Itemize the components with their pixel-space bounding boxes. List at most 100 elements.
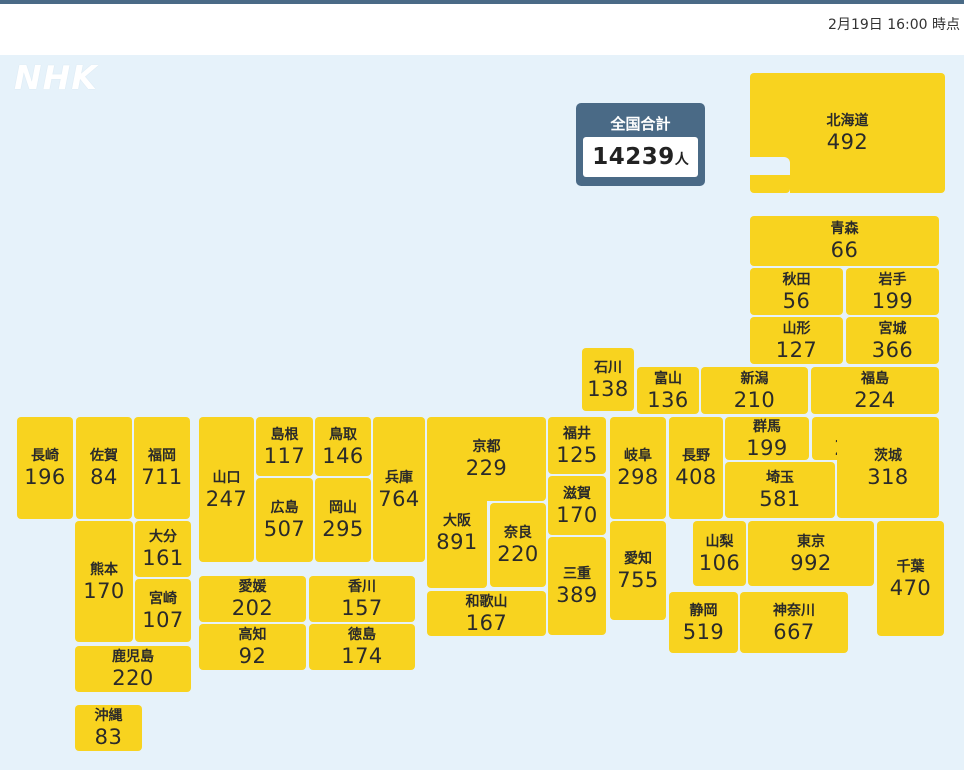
prefecture-value: 199: [746, 435, 788, 460]
prefecture-tile[interactable]: 石川 138: [582, 348, 634, 411]
prefecture-value: 92: [238, 644, 267, 668]
total-unit: 人: [674, 152, 689, 168]
nhk-logo: NHK: [14, 58, 98, 97]
prefecture-tile[interactable]: 山口 247: [199, 417, 254, 562]
prefecture-tile[interactable]: 佐賀 84: [76, 417, 132, 519]
prefecture-tile[interactable]: 福島 224: [811, 367, 939, 414]
prefecture-name: 福島: [861, 370, 889, 387]
prefecture-value: 210: [733, 387, 776, 412]
prefecture-tile[interactable]: 長野 408: [669, 417, 723, 519]
prefecture-tile[interactable]: 愛媛 202: [199, 576, 306, 622]
prefecture-value: 125: [556, 442, 598, 467]
prefecture-name: 山口: [212, 469, 241, 486]
prefecture-tile[interactable]: 奈良 220: [490, 503, 546, 587]
prefecture-tile[interactable]: 広島 507: [256, 478, 313, 562]
prefecture-tile[interactable]: 山形 127: [750, 317, 843, 364]
prefecture-name: 東京: [797, 533, 825, 550]
prefecture-tile[interactable]: 静岡 519: [669, 592, 738, 653]
prefecture-tile[interactable]: 青森 66: [750, 216, 939, 266]
prefecture-tile[interactable]: 鹿児島 220: [75, 646, 191, 692]
prefecture-value: 667: [773, 619, 815, 644]
prefecture-value: 174: [341, 644, 383, 668]
prefecture-tile[interactable]: 千葉 470: [877, 521, 944, 636]
prefecture-name: 岩手: [878, 271, 907, 288]
prefecture-value: 581: [759, 487, 801, 511]
prefecture-name: 福井: [563, 425, 591, 442]
prefecture-tile[interactable]: 大分 161: [135, 521, 191, 577]
prefecture-tile[interactable]: 徳島 174: [309, 624, 415, 670]
prefecture-value: 764: [378, 486, 420, 511]
prefecture-tile[interactable]: 長崎 196: [17, 417, 73, 519]
prefecture-name: 宮城: [878, 320, 907, 337]
prefecture-value: 117: [263, 443, 306, 468]
prefecture-name: 佐賀: [90, 448, 118, 464]
prefecture-tile[interactable]: 愛知 755: [610, 521, 666, 620]
prefecture-value: 247: [205, 486, 248, 511]
prefecture-tile[interactable]: 熊本 170: [75, 521, 133, 642]
prefecture-value: 755: [617, 567, 659, 592]
prefecture-tile[interactable]: 福井 125: [548, 417, 606, 474]
prefecture-tile[interactable]: 香川 157: [309, 576, 415, 622]
prefecture-tile[interactable]: 高知 92: [199, 624, 306, 670]
prefecture-tile[interactable]: 茨城 318: [837, 417, 939, 518]
timestamp: 2月19日 16:00 時点: [828, 17, 960, 33]
prefecture-name: 富山: [654, 370, 682, 387]
prefecture-tile[interactable]: 群馬 199: [725, 417, 809, 460]
prefecture-value: 170: [556, 502, 598, 527]
prefecture-tile[interactable]: 岐阜 298: [610, 417, 666, 519]
prefecture-tile[interactable]: 沖縄 83: [75, 705, 142, 751]
prefecture-tile[interactable]: 福岡 711: [134, 417, 190, 519]
prefecture-tile[interactable]: 秋田 56: [750, 268, 843, 315]
prefecture-value: 138: [587, 376, 629, 401]
top-accent-bar: [0, 0, 964, 4]
prefecture-value: 170: [83, 578, 125, 603]
prefecture-tile[interactable]: 大阪 891: [427, 477, 487, 588]
prefecture-name: 長崎: [31, 448, 59, 464]
prefecture-value: 470: [889, 575, 932, 600]
prefecture-name: 北海道: [826, 113, 869, 129]
prefecture-tile[interactable]: 富山 136: [637, 367, 699, 414]
prefecture-name: 静岡: [689, 602, 718, 619]
prefecture-name: 大阪: [443, 512, 471, 529]
prefecture-tile[interactable]: 東京 992: [748, 521, 874, 586]
prefecture-value: 298: [617, 465, 659, 489]
prefecture-name: 愛知: [624, 550, 652, 567]
prefecture-name: 岡山: [329, 500, 357, 516]
prefecture-value: 229: [465, 456, 508, 480]
prefecture-name: 奈良: [504, 525, 532, 541]
prefecture-tile[interactable]: 岡山 295: [315, 478, 371, 562]
prefecture-tile[interactable]: 滋賀 170: [548, 476, 606, 535]
prefecture-name: 徳島: [348, 627, 376, 643]
prefecture-name: 山梨: [705, 533, 734, 550]
prefecture-tile[interactable]: 三重 389: [548, 537, 606, 635]
prefecture-name: 滋賀: [563, 485, 591, 502]
prefecture-name: 青森: [830, 221, 859, 237]
prefecture-tile[interactable]: 和歌山 167: [427, 591, 546, 636]
prefecture-tile[interactable]: 神奈川 667: [740, 592, 848, 653]
prefecture-tile[interactable]: 鳥取 146: [315, 417, 371, 476]
prefecture-value: 167: [465, 610, 508, 635]
prefecture-name: 新潟: [740, 370, 769, 387]
prefecture-tile[interactable]: 島根 117: [256, 417, 313, 476]
prefecture-tile[interactable]: 兵庫 764: [373, 417, 425, 562]
prefecture-value: 161: [142, 546, 184, 570]
prefecture-tile[interactable]: 宮崎 107: [135, 579, 191, 642]
total-box: 14239人: [583, 137, 698, 177]
prefecture-tile[interactable]: 埼玉 581: [725, 462, 835, 518]
prefecture-value: 127: [775, 337, 818, 362]
prefecture-name: 和歌山: [465, 593, 508, 610]
prefecture-name: 兵庫: [385, 469, 413, 486]
prefecture-name: 神奈川: [773, 602, 815, 619]
prefecture-value: 199: [871, 288, 914, 313]
prefecture-value: 295: [322, 517, 364, 541]
prefecture-value: 106: [698, 550, 741, 575]
prefecture-name: 愛媛: [238, 579, 267, 595]
prefecture-tile[interactable]: 山梨 106: [693, 521, 746, 586]
prefecture-tile[interactable]: 岩手 199: [846, 268, 939, 315]
prefecture-value: 83: [94, 725, 123, 749]
prefecture-value: 711: [141, 465, 183, 489]
prefecture-tile[interactable]: 新潟 210: [701, 367, 808, 414]
prefecture-value: 107: [142, 607, 184, 632]
prefecture-value: 56: [782, 288, 811, 313]
prefecture-tile[interactable]: 宮城 366: [846, 317, 939, 364]
